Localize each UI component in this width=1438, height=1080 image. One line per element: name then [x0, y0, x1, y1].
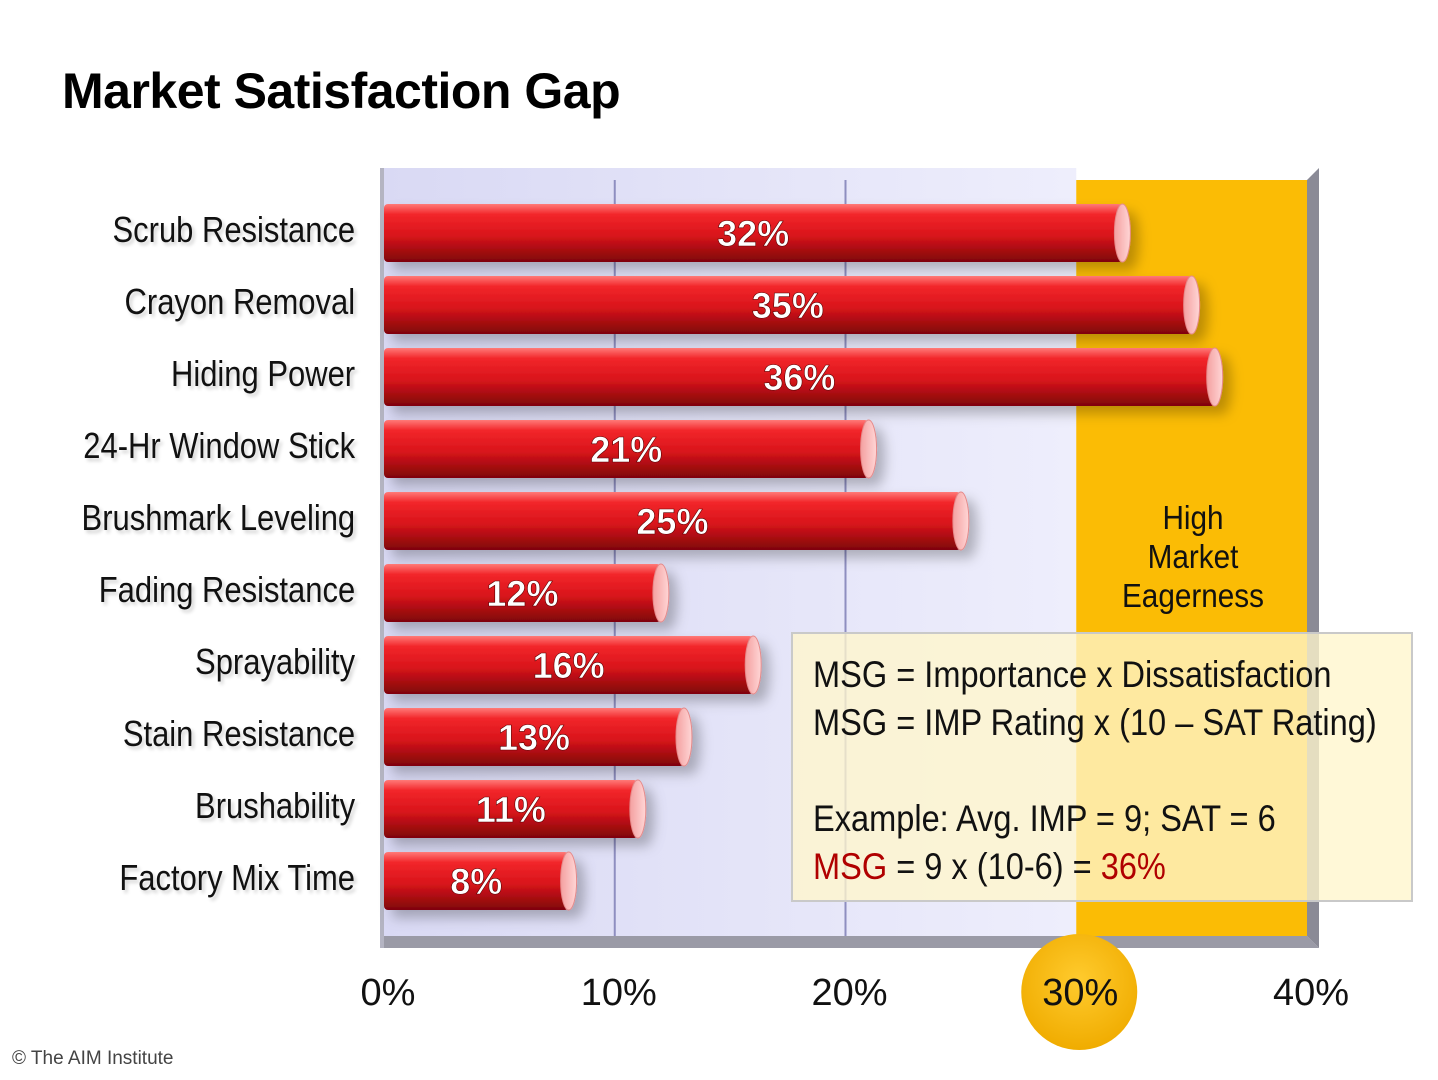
- bar-cap: [1113, 203, 1131, 263]
- bar-value-label: 25%: [636, 501, 708, 542]
- bar: [384, 420, 869, 478]
- category-label: Crayon Removal: [124, 281, 355, 322]
- category-label: Sprayability: [194, 641, 355, 682]
- bar: [384, 780, 638, 838]
- bar-cap: [1206, 347, 1224, 407]
- x-tick-label: 40%: [1272, 972, 1350, 1014]
- bar-value-label: 11%: [476, 789, 546, 830]
- category-label: Scrub Resistance: [112, 209, 355, 250]
- bar-cap: [675, 707, 693, 767]
- msg-result: 36%: [1100, 846, 1166, 887]
- msg-label: MSG: [813, 846, 888, 887]
- bar-value-label: 32%: [717, 213, 789, 254]
- bar: [384, 204, 1123, 262]
- high-market-eagerness-label: High Market Eagerness: [1090, 498, 1295, 615]
- bar-group: [384, 419, 878, 479]
- formula-line-1: MSG = Importance x Dissatisfaction: [813, 654, 1332, 695]
- x-tick-label: 30%: [1042, 972, 1119, 1014]
- bar: [384, 636, 754, 694]
- bar-group: [384, 851, 578, 911]
- category-label: Brushability: [194, 785, 355, 826]
- copyright: © The AIM Institute: [12, 1048, 174, 1069]
- bar: [384, 852, 569, 910]
- zone-label-line: High: [1162, 499, 1224, 536]
- bar: [384, 564, 661, 622]
- bar-group: [384, 491, 970, 551]
- bar: [384, 708, 684, 766]
- formula-box: MSG = Importance x Dissatisfaction MSG =…: [791, 632, 1413, 902]
- x-tick-label: 10%: [580, 972, 657, 1014]
- category-label: Stain Resistance: [122, 713, 355, 754]
- formula-line-2: MSG = IMP Rating x (10 – SAT Rating): [813, 702, 1377, 743]
- bar-group: [384, 347, 1224, 407]
- chart-title: Market Satisfaction Gap: [62, 63, 621, 119]
- zone-label-line: Eagerness: [1121, 577, 1264, 614]
- category-label: Brushmark Leveling: [81, 497, 355, 538]
- bar-cap: [629, 779, 647, 839]
- bar-cap: [952, 491, 970, 551]
- bar-value-label: 35%: [752, 285, 824, 326]
- bar-group: [384, 635, 762, 695]
- bar-group: [384, 563, 670, 623]
- bar-group: [384, 275, 1201, 335]
- plot-left-edge: [380, 168, 384, 948]
- msg-expression: = 9 x (10-6) =: [887, 846, 1101, 887]
- category-label: Hiding Power: [170, 353, 355, 394]
- category-label: Fading Resistance: [98, 569, 355, 610]
- bar: [384, 492, 961, 550]
- bar-value-label: 13%: [498, 717, 570, 758]
- bar-group: [384, 203, 1131, 263]
- bar-cap: [860, 419, 878, 479]
- bar-group: [384, 707, 693, 767]
- bar-value-label: 8%: [450, 861, 502, 902]
- bar-value-label: 12%: [486, 573, 558, 614]
- x-tick-label: 20%: [811, 972, 888, 1014]
- bar-value-label: 21%: [590, 429, 662, 470]
- bar: [384, 348, 1215, 406]
- category-label: Factory Mix Time: [119, 857, 355, 898]
- bar-group: [384, 779, 647, 839]
- bar-value-label: 16%: [533, 645, 605, 686]
- bar: [384, 276, 1192, 334]
- formula-line-4: MSG = 9 x (10-6) = 36%: [813, 846, 1166, 888]
- bar-cap: [1183, 275, 1201, 335]
- bar-cap: [560, 851, 578, 911]
- formula-line-3: Example: Avg. IMP = 9; SAT = 6: [813, 798, 1276, 839]
- highlight-tick-circle: [1021, 934, 1138, 1050]
- zone-label-line: Market: [1147, 538, 1239, 575]
- x-tick-label: 0%: [360, 972, 416, 1014]
- bar-cap: [744, 635, 762, 695]
- bar-cap: [652, 563, 670, 623]
- plot-floor: [380, 936, 1319, 948]
- bar-value-label: 36%: [763, 357, 835, 398]
- category-label: 24-Hr Window Stick: [83, 425, 355, 466]
